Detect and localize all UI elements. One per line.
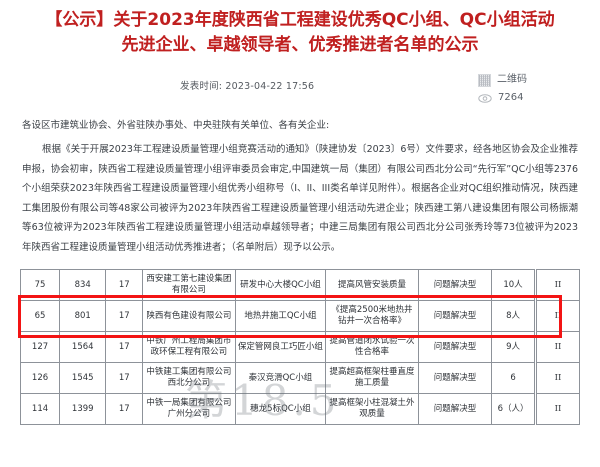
cell-no: 126	[19, 362, 61, 394]
page-title-line-2: 先进企业、卓越领导者、优秀推进者名单的公示	[121, 35, 479, 55]
cell-code: 834	[59, 269, 107, 301]
cell-grade: II	[534, 362, 580, 394]
cell-code: 1564	[59, 331, 107, 363]
qc-table-container: 75 834 17 西安建工第七建设集团有限公司 研发中心大楼QC小组 提高风管安装质量问…	[0, 269, 600, 425]
article-meta-row: 发表时间: 2023-04-22 17:56 二维码 7264	[0, 70, 600, 114]
cell-team: 秦汉竞滑QC小组	[234, 362, 327, 394]
cell-type: 问题解决型	[417, 300, 493, 332]
cell-grade: II	[534, 269, 580, 301]
article-header: 【公示】关于2023年度陕西省工程建设优秀QC小组、QC小组活动 先进企业、卓越…	[0, 0, 600, 58]
table-row[interactable]: 114 1399 17 中铁一局集团有限公司广州分公司 穗龙5标QC小组 提高框架小柱混凝…	[19, 393, 580, 425]
cell-topic: 提高管道闭水试验一次性合格率	[325, 331, 419, 363]
cell-no: 114	[19, 393, 61, 425]
cell-year: 17	[105, 300, 144, 332]
cell-company: 西安建工第七建设集团有限公司	[142, 269, 236, 301]
cell-members: 8人	[491, 300, 536, 332]
cell-no: 75	[19, 269, 61, 301]
cell-members: 9人	[491, 331, 536, 363]
cell-company: 中铁一局集团有限公司广州分公司	[142, 393, 236, 425]
cell-company: 中铁广州工程局集团市政环保工程有限公司	[142, 331, 236, 363]
view-count-row: 7264	[478, 90, 582, 106]
table-row[interactable]: 75 834 17 西安建工第七建设集团有限公司 研发中心大楼QC小组 提高风管安装质量问…	[19, 269, 580, 301]
page-title: 【公示】关于2023年度陕西省工程建设优秀QC小组、QC小组活动 先进企业、卓越…	[28, 8, 572, 58]
cell-type: 问题解决型	[417, 362, 493, 394]
cell-type: 问题解决型	[417, 393, 493, 425]
page-title-line-1: 【公示】关于2023年度陕西省工程建设优秀QC小组、QC小组活动	[45, 10, 555, 30]
cell-topic: 提高框架小柱混凝土外观质量	[325, 393, 419, 425]
cell-year: 17	[105, 393, 144, 425]
qr-code-label: 二维码	[497, 74, 527, 85]
cell-year: 17	[105, 331, 144, 363]
cell-no: 127	[19, 331, 61, 363]
cell-year: 17	[105, 362, 144, 394]
cell-topic: 提高风管安装质量	[325, 269, 419, 301]
table-row[interactable]: 126 1545 17 中铁建工集团有限公司西北分公司 秦汉竞滑QC小组 提高超高框架柱垂…	[19, 362, 580, 394]
cell-grade: II	[534, 331, 580, 363]
cell-members: 10人	[491, 269, 536, 301]
cell-company: 中铁建工集团有限公司西北分公司	[142, 362, 236, 394]
cell-team: 保定管网良工巧匠小组	[234, 331, 327, 363]
qc-table-body: 75 834 17 西安建工第七建设集团有限公司 研发中心大楼QC小组 提高风管安装质量问…	[19, 269, 580, 425]
view-count: 7264	[498, 92, 524, 103]
cell-team: 研发中心大楼QC小组	[234, 269, 327, 301]
cell-members: 6（人）	[491, 393, 536, 425]
eye-icon	[478, 92, 492, 105]
cell-members: 6	[491, 362, 536, 394]
side-meta: 二维码 7264	[478, 72, 582, 108]
cell-year: 17	[105, 269, 144, 301]
table-row[interactable]: 65 801 17 陕西有色建设有限公司 地热井施工QC小组 《提高2500米地热井钻井一…	[19, 300, 580, 332]
cell-team: 穗龙5标QC小组	[234, 393, 327, 425]
cell-type: 问题解决型	[417, 331, 493, 363]
cell-code: 1399	[59, 393, 107, 425]
article-body: 各设区市建筑业协会、外省驻陕办事处、中央驻陕有关单位、各有关企业: 根据《关于开…	[0, 116, 600, 257]
table-row[interactable]: 127 1564 17 中铁广州工程局集团市政环保工程有限公司 保定管网良工巧匠小组 提高…	[19, 331, 580, 363]
cell-no: 65	[19, 300, 61, 332]
qc-table: 75 834 17 西安建工第七建设集团有限公司 研发中心大楼QC小组 提高风管安装质量问…	[19, 269, 580, 425]
cell-grade: II	[534, 300, 580, 332]
cell-code: 801	[59, 300, 107, 332]
qr-code-icon[interactable]	[478, 73, 491, 87]
cell-code: 1545	[59, 362, 107, 394]
publish-time: 发表时间: 2023-04-22 17:56	[180, 81, 315, 92]
cell-grade: II	[534, 393, 580, 425]
cell-company: 陕西有色建设有限公司	[142, 300, 236, 332]
body-paragraph: 根据《关于开展2023年工程建设质量管理小组竞赛活动的通知》（陕建协发〔2023…	[22, 144, 578, 253]
cell-topic: 《提高2500米地热井钻井一次合格率》	[325, 300, 419, 332]
qr-code-row[interactable]: 二维码	[478, 72, 582, 88]
cell-type: 问题解决型	[417, 269, 493, 301]
salutation: 各设区市建筑业协会、外省驻陕办事处、中央驻陕有关单位、各有关企业:	[22, 120, 330, 131]
cell-team: 地热井施工QC小组	[234, 300, 327, 332]
cell-topic: 提高超高框架柱垂直度施工质量	[325, 362, 419, 394]
